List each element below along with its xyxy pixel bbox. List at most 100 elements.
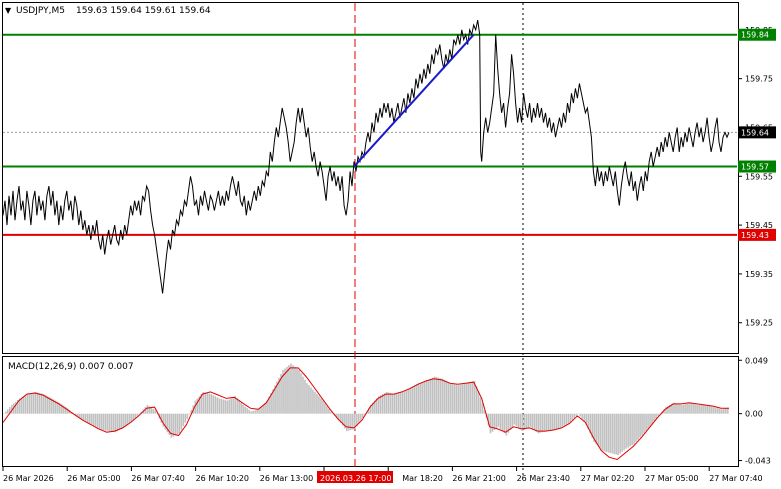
macd-hist-bar	[483, 410, 486, 414]
macd-hist-bar	[643, 413, 645, 434]
macd-hist-bar	[162, 413, 165, 427]
macd-hist-bar	[320, 398, 322, 414]
macd-hist-bar	[44, 395, 47, 414]
macd-hist-bar	[292, 365, 294, 414]
macd-hist-bar	[330, 411, 332, 414]
macd-hist-bar	[4, 411, 7, 414]
macd-hist-bar	[579, 413, 582, 417]
macd-hist-bar	[649, 413, 651, 427]
macd-hist-bar	[567, 413, 570, 424]
trend-line[interactable]	[353, 34, 475, 168]
macd-hist-bar	[533, 413, 536, 431]
macd-hist-bar	[425, 380, 428, 414]
macd-hist-bar	[491, 413, 494, 432]
macd-hist-bar	[659, 413, 661, 415]
macd-hist-bar	[278, 377, 280, 414]
macd-hist-bar	[144, 407, 147, 414]
macd-hist-bar	[108, 413, 111, 432]
macd-hist-bar	[541, 413, 544, 433]
macd-hist-bar	[226, 400, 228, 414]
macd-hist-bar	[294, 366, 296, 414]
macd-hist-bar	[250, 411, 252, 414]
macd-hist-bar	[258, 409, 260, 414]
macd-hist-bar	[194, 400, 197, 414]
macd-hist-bar	[178, 413, 181, 434]
macd-hist-bar	[593, 413, 595, 443]
macd-hist-bar	[561, 413, 564, 427]
macd-hist-bar	[571, 413, 574, 421]
macd-hist-bar	[350, 413, 352, 431]
macd-hist-bar	[56, 401, 59, 414]
macd-hist-bar	[358, 413, 360, 424]
macd-hist-bar	[513, 413, 516, 425]
macd-hist-bar	[399, 392, 402, 414]
macd-hist-bar	[126, 413, 129, 426]
macd-hist-bar	[645, 413, 647, 432]
macd-hist-bar	[26, 394, 29, 414]
macd-hist-bar	[132, 413, 135, 421]
macd-hist-bar	[465, 383, 468, 414]
price-axis: 159.85159.75159.65159.55159.45159.35159.…	[738, 26, 773, 328]
macd-hist-bar	[10, 404, 13, 414]
macd-hist-bar	[106, 413, 109, 432]
macd-hist-bar	[401, 391, 404, 414]
macd-hist-bar	[695, 404, 697, 414]
macd-hist-bar	[356, 413, 358, 427]
macd-hist-bar	[118, 413, 121, 431]
macd-hist-bar	[529, 413, 532, 427]
macd-hist-bar	[148, 406, 151, 414]
macd-hist-bar	[90, 413, 93, 425]
macd-hist-bar	[489, 413, 492, 434]
macd-hist-bar	[354, 413, 356, 429]
macd-hist-bar	[497, 413, 500, 427]
macd-hist-bar	[60, 404, 63, 414]
macd-hist-bar	[190, 409, 193, 414]
macd-hist-bar	[577, 413, 580, 415]
macd-hist-bar	[387, 392, 390, 414]
macd-hist-bar	[549, 413, 552, 431]
macd-hist-bar	[547, 413, 550, 431]
symbol-dropdown-icon[interactable]: ▼	[5, 6, 12, 15]
macd-hist-bar	[599, 413, 601, 449]
price-tick-label: 159.75	[745, 75, 773, 84]
macd-hist-bar	[290, 363, 292, 414]
time-tick-label: 26 Mar 10:20	[196, 474, 249, 483]
macd-hist-bar	[312, 389, 314, 414]
macd-hist-bar	[196, 398, 199, 414]
macd-hist-bar	[318, 396, 320, 414]
macd-hist-bar	[160, 413, 163, 423]
macd-hist-bar	[461, 384, 464, 414]
macd-hist-bar	[102, 413, 105, 431]
macd-hist-bar	[565, 413, 568, 425]
macd-hist-bar	[591, 413, 593, 438]
macd-histogram	[3, 363, 729, 456]
time-tick-label: 26 Mar 21:00	[452, 474, 505, 483]
macd-hist-bar	[505, 413, 508, 436]
macd-hist-bar	[487, 413, 490, 426]
macd-hist-bar	[86, 413, 89, 423]
macd-hist-bar	[200, 394, 203, 414]
macd-hist-bar	[18, 398, 21, 414]
macd-hist-bar	[583, 413, 586, 422]
time-crosshair-badge	[317, 471, 393, 483]
macd-hist-bar	[443, 379, 446, 414]
macd-hist-bar	[246, 408, 248, 414]
macd-hist-bar	[288, 365, 290, 414]
macd-hist-bar	[689, 402, 691, 414]
macd-hist-bar	[214, 396, 217, 414]
macd-hist-bar	[300, 373, 302, 414]
macd-hist-bar	[391, 393, 394, 414]
macd-hist-bar	[260, 407, 262, 414]
macd-hist-bar	[46, 396, 49, 414]
macd-hist-bar	[441, 378, 444, 414]
macd-signal-line	[2, 367, 729, 461]
macd-hist-bar	[637, 413, 639, 440]
macd-hist-bar	[342, 413, 344, 426]
macd-hist-bar	[136, 413, 139, 416]
macd-hist-bar	[597, 413, 599, 447]
time-tick-label: 27 Mar 07:40	[709, 474, 762, 483]
macd-hist-bar	[116, 413, 119, 432]
macd-hist-bar	[507, 413, 510, 433]
macd-hist-bar	[563, 413, 566, 426]
